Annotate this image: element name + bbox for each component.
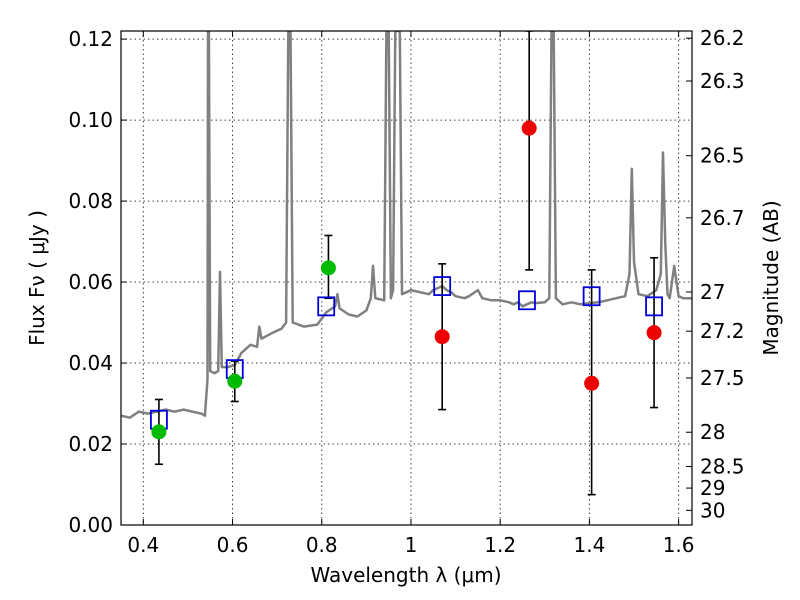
model-square-marker: [317, 296, 336, 317]
model-square-marker: [582, 286, 601, 307]
x-tick-label: 1.6: [663, 533, 695, 557]
observed-point: [320, 260, 336, 276]
y-tick-label: 0.04: [68, 351, 113, 375]
model-square-marker: [518, 290, 536, 311]
right-tick-label: 27.5: [700, 366, 745, 390]
right-tick-label: 27: [700, 280, 725, 304]
x-tick-label: 1: [405, 533, 418, 557]
y-tick-label: 0.10: [68, 108, 113, 132]
error-bars: [154, 31, 659, 496]
x-tick-label: 1.4: [573, 533, 605, 557]
y-tick-label: 0.12: [68, 27, 113, 51]
x-axis-label: Wavelength λ (μm): [310, 563, 501, 587]
x-axis-ticks: 0.4 0.6 0.8 1 1.2 1.4 1.6: [127, 31, 695, 557]
right-tick-label: 28.5: [700, 454, 745, 478]
spectrum-line: [121, 31, 692, 419]
x-tick-label: 0.8: [306, 533, 338, 557]
observed-point: [227, 373, 243, 389]
markers: [150, 120, 663, 440]
right-tick-label: 30: [700, 498, 725, 522]
x-tick-label: 0.6: [217, 533, 249, 557]
plot-frame: [120, 30, 693, 526]
y-tick-label: 0.06: [68, 270, 113, 294]
observed-point: [646, 325, 662, 341]
x-tick-label: 0.4: [127, 533, 159, 557]
right-tick-label: 26.3: [700, 69, 745, 93]
right-tick-label: 27.2: [700, 319, 745, 343]
observed-point: [434, 329, 450, 345]
y-axis-ticks: 0.00 0.02 0.04 0.06 0.08 0.10 0.12: [68, 27, 127, 537]
right-tick-label: 29: [700, 476, 725, 500]
y-tick-label: 0.02: [68, 432, 113, 456]
right-tick-label: 26.7: [700, 206, 745, 230]
spectrum-line-layer: [121, 31, 692, 419]
model-square-marker: [433, 276, 452, 296]
y-tick-label: 0.00: [68, 513, 113, 537]
right-axis-label: Magnitude (AB): [759, 200, 783, 355]
y-tick-label: 0.08: [68, 189, 113, 213]
model-square-marker: [645, 296, 663, 317]
y-axis-label: Flux Fν ( μJy ): [25, 210, 49, 346]
x-tick-label: 1.2: [484, 533, 516, 557]
observed-point: [151, 424, 167, 440]
right-tick-label: 26.2: [700, 26, 745, 50]
observed-point: [521, 120, 537, 136]
observed-point: [584, 375, 600, 391]
right-tick-label: 26.5: [700, 144, 745, 168]
right-tick-label: 28: [700, 420, 725, 444]
